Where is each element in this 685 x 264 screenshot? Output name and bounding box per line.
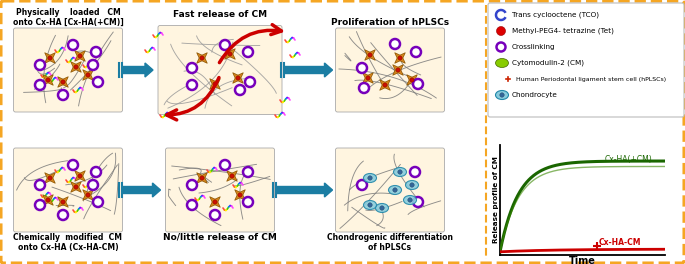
Polygon shape — [71, 182, 82, 192]
Circle shape — [368, 176, 372, 180]
FancyArrow shape — [277, 183, 332, 197]
Circle shape — [359, 83, 369, 93]
Polygon shape — [197, 53, 208, 63]
Circle shape — [398, 170, 402, 174]
Circle shape — [235, 85, 245, 95]
Ellipse shape — [364, 173, 377, 182]
Text: Chondrocyte: Chondrocyte — [512, 92, 558, 98]
Polygon shape — [197, 173, 208, 183]
Circle shape — [220, 160, 230, 170]
Polygon shape — [227, 171, 237, 181]
Circle shape — [393, 188, 397, 192]
Circle shape — [398, 56, 402, 60]
Polygon shape — [45, 53, 55, 63]
Y-axis label: Release profile of CM: Release profile of CM — [493, 157, 499, 243]
FancyBboxPatch shape — [158, 26, 282, 115]
Polygon shape — [58, 77, 68, 87]
Circle shape — [413, 79, 423, 89]
X-axis label: Time: Time — [569, 256, 596, 264]
Text: Cytomodulin-2 (CM): Cytomodulin-2 (CM) — [512, 60, 584, 66]
Circle shape — [35, 180, 45, 190]
Text: Trans cyclooctene (TCO): Trans cyclooctene (TCO) — [512, 12, 599, 18]
Polygon shape — [233, 73, 243, 83]
Ellipse shape — [495, 91, 508, 100]
Circle shape — [68, 160, 78, 170]
Polygon shape — [45, 173, 55, 183]
Circle shape — [357, 180, 367, 190]
Circle shape — [86, 193, 90, 197]
Circle shape — [187, 200, 197, 210]
Circle shape — [46, 198, 50, 202]
Circle shape — [368, 203, 372, 207]
Text: Cx-HA(+CM): Cx-HA(+CM) — [605, 155, 653, 164]
Circle shape — [61, 80, 65, 84]
Circle shape — [187, 80, 197, 90]
Ellipse shape — [393, 167, 406, 177]
FancyBboxPatch shape — [488, 3, 684, 117]
Polygon shape — [210, 197, 221, 207]
Circle shape — [413, 197, 423, 207]
Circle shape — [68, 40, 78, 50]
Ellipse shape — [406, 181, 419, 190]
Circle shape — [410, 167, 420, 177]
Circle shape — [200, 176, 204, 180]
Circle shape — [390, 39, 400, 49]
FancyBboxPatch shape — [14, 28, 123, 112]
Circle shape — [46, 78, 50, 82]
Circle shape — [187, 180, 197, 190]
Circle shape — [213, 82, 217, 86]
FancyArrow shape — [123, 63, 153, 77]
Circle shape — [497, 43, 506, 51]
FancyArrow shape — [123, 183, 160, 197]
Text: Crosslinking: Crosslinking — [512, 44, 556, 50]
Circle shape — [411, 47, 421, 57]
Text: Chondrogenic differentiation
of hPLSCs: Chondrogenic differentiation of hPLSCs — [327, 233, 453, 252]
Circle shape — [48, 176, 52, 180]
Circle shape — [88, 60, 98, 70]
Circle shape — [228, 52, 232, 56]
Text: Fast release of CM: Fast release of CM — [173, 10, 267, 19]
Text: Cx-HA-CM: Cx-HA-CM — [599, 238, 641, 247]
Circle shape — [243, 167, 253, 177]
Circle shape — [78, 174, 82, 178]
Polygon shape — [225, 49, 236, 59]
Circle shape — [500, 93, 504, 97]
Polygon shape — [71, 62, 82, 72]
Ellipse shape — [403, 196, 416, 205]
Circle shape — [410, 78, 414, 82]
Polygon shape — [75, 51, 86, 61]
FancyArrow shape — [284, 63, 332, 77]
Ellipse shape — [388, 186, 401, 195]
Circle shape — [366, 76, 370, 80]
Circle shape — [78, 54, 82, 58]
Text: No/little release of CM: No/little release of CM — [163, 233, 277, 242]
Polygon shape — [362, 73, 373, 83]
Circle shape — [74, 65, 78, 69]
Circle shape — [497, 26, 506, 35]
Circle shape — [35, 60, 45, 70]
Ellipse shape — [364, 200, 377, 210]
Circle shape — [368, 53, 372, 57]
Text: Chemically  modified  CM
onto Cx-HA (Cx-HA-CM): Chemically modified CM onto Cx-HA (Cx-HA… — [14, 233, 123, 252]
Circle shape — [220, 40, 230, 50]
Ellipse shape — [495, 59, 508, 68]
Circle shape — [88, 180, 98, 190]
Polygon shape — [395, 53, 406, 63]
FancyBboxPatch shape — [14, 148, 123, 232]
Circle shape — [86, 73, 90, 77]
Polygon shape — [499, 76, 506, 83]
Polygon shape — [42, 75, 53, 85]
Circle shape — [408, 198, 412, 202]
Text: Proliferation of hPLSCs: Proliferation of hPLSCs — [331, 18, 449, 27]
Circle shape — [58, 210, 68, 220]
Circle shape — [91, 47, 101, 57]
Polygon shape — [75, 171, 86, 181]
Circle shape — [93, 77, 103, 87]
Text: Physically    loaded   CM
onto Cx-HA [Cx-HA(+CM)]: Physically loaded CM onto Cx-HA [Cx-HA(+… — [12, 8, 123, 27]
Circle shape — [396, 68, 400, 72]
Polygon shape — [235, 190, 245, 200]
Polygon shape — [379, 80, 390, 90]
Circle shape — [187, 63, 197, 73]
Circle shape — [58, 90, 68, 100]
